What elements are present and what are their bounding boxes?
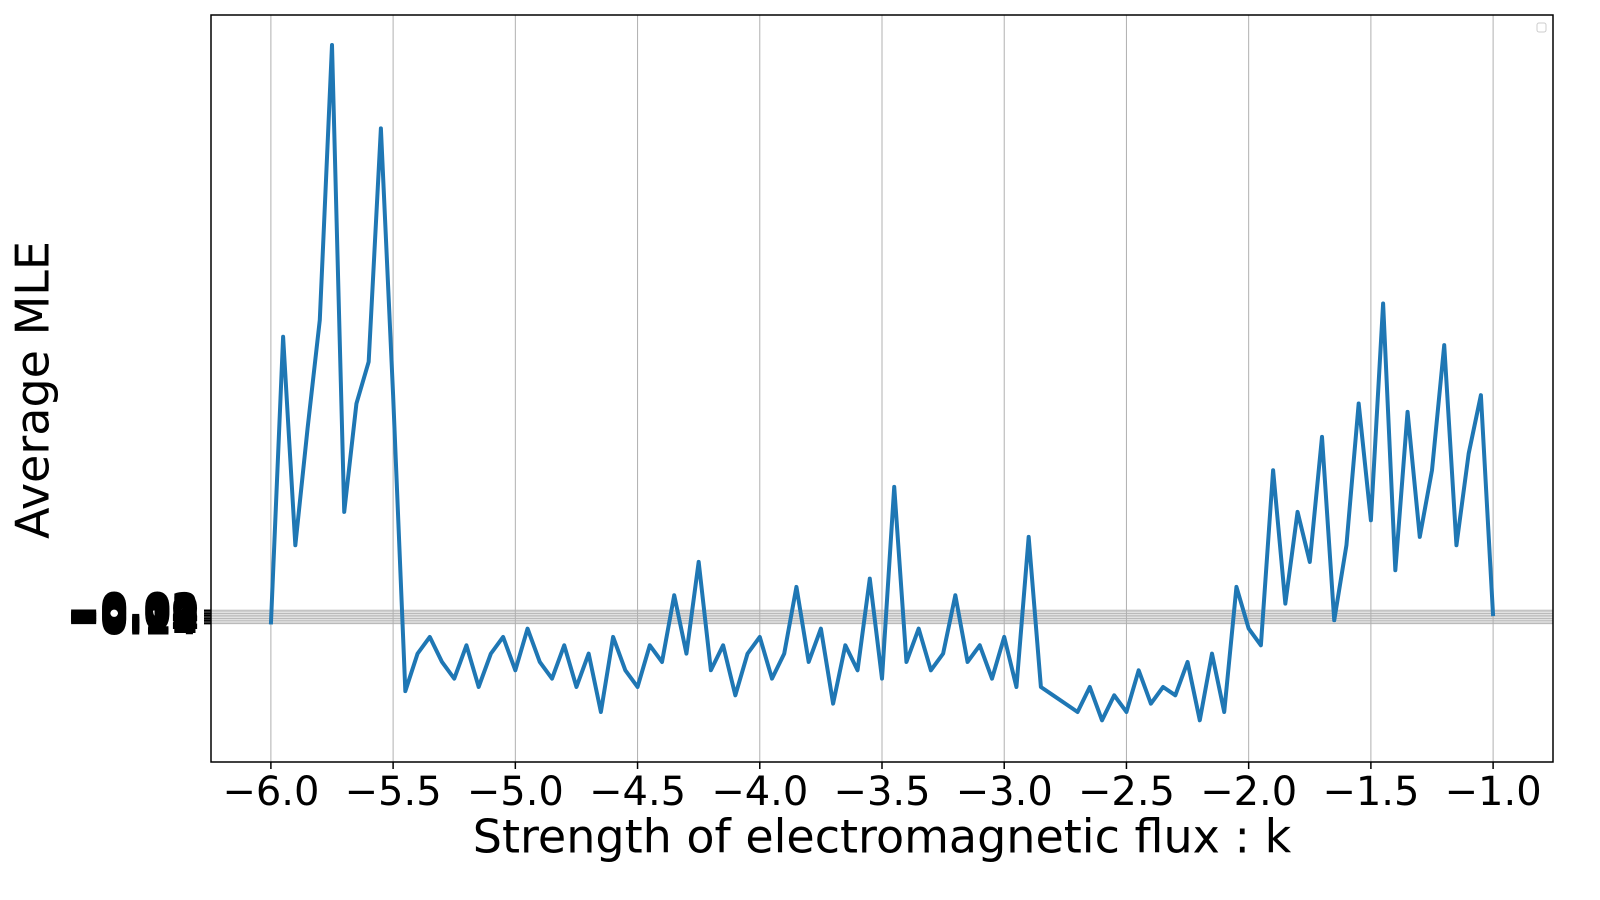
x-tick-label: −5.0 [467,769,564,815]
x-tick-label: −1.0 [1445,769,1542,815]
x-tick-label: −5.5 [345,769,442,815]
x-tick-label: −4.5 [589,769,686,815]
x-tick-label: −3.0 [956,769,1053,815]
x-tick-label: −2.0 [1200,769,1297,815]
legend-box [1536,22,1547,33]
x-tick-label: −2.5 [1078,769,1175,815]
y-tick-label: 0.02 [100,585,199,631]
x-tick-label: −4.0 [711,769,808,815]
plot-frame [210,14,1554,763]
y-tick-label: −0.14 [67,599,199,645]
y-axis-label: Average MLE [6,241,60,539]
x-tick-label: −6.0 [222,769,319,815]
y-tick-label: −0.02 [67,589,199,635]
y-tick-label: 0.00 [100,587,199,633]
data-line [268,43,1496,723]
x-axis-label: Strength of electromagnetic flux : k [473,810,1292,864]
y-tick-label: −0.08 [67,594,199,640]
y-tick-label: −0.06 [67,592,199,638]
y-tick-label: −0.12 [67,597,199,643]
x-tick-label: −3.5 [833,769,930,815]
y-tick-label: −0.04 [67,590,199,636]
y-tick-label: −0.10 [67,595,199,641]
x-tick-label: −1.5 [1322,769,1419,815]
